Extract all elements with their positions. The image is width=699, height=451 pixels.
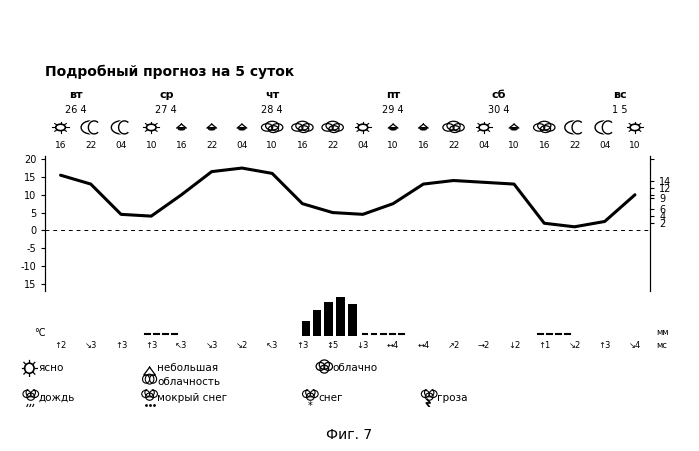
Text: 26 4: 26 4 xyxy=(65,106,87,115)
Text: 22: 22 xyxy=(206,141,217,150)
Text: вт: вт xyxy=(69,90,82,100)
Text: 22: 22 xyxy=(448,141,459,150)
Text: ↔4: ↔4 xyxy=(417,341,429,350)
Text: гроза: гроза xyxy=(437,392,468,403)
Text: сб: сб xyxy=(491,90,506,100)
Text: °C: °C xyxy=(34,328,45,338)
Text: 10: 10 xyxy=(387,141,399,150)
Text: 04: 04 xyxy=(357,141,368,150)
Text: ↑3: ↑3 xyxy=(145,341,157,350)
Text: 04: 04 xyxy=(115,141,127,150)
Bar xyxy=(348,304,356,336)
Text: ↘3: ↘3 xyxy=(85,341,97,350)
Text: небольшая: небольшая xyxy=(157,363,218,373)
Text: 22: 22 xyxy=(85,141,96,150)
Text: ↕5: ↕5 xyxy=(326,341,339,350)
Text: 27 4: 27 4 xyxy=(155,106,178,115)
Text: ↓3: ↓3 xyxy=(356,341,369,350)
Text: мс: мс xyxy=(656,341,667,350)
Text: вс: вс xyxy=(613,90,626,100)
Text: чт: чт xyxy=(265,90,280,100)
Text: пт: пт xyxy=(386,90,401,100)
Text: 22: 22 xyxy=(569,141,580,150)
Text: 22: 22 xyxy=(327,141,338,150)
Text: облачность: облачность xyxy=(157,377,220,387)
Text: дождь: дождь xyxy=(38,392,75,403)
Text: облачно: облачно xyxy=(332,363,377,373)
Text: ↑3: ↑3 xyxy=(296,341,308,350)
Bar xyxy=(324,302,333,336)
Text: ↗2: ↗2 xyxy=(447,341,460,350)
Text: ↑3: ↑3 xyxy=(598,341,611,350)
Text: 16: 16 xyxy=(417,141,429,150)
Text: ↔4: ↔4 xyxy=(387,341,399,350)
Text: снег: снег xyxy=(318,392,343,403)
Text: 30 4: 30 4 xyxy=(488,106,510,115)
Text: *: * xyxy=(308,400,312,411)
Text: ↘3: ↘3 xyxy=(206,341,218,350)
Text: ↘4: ↘4 xyxy=(629,341,641,350)
Text: 16: 16 xyxy=(175,141,187,150)
Text: ↖3: ↖3 xyxy=(175,341,187,350)
Text: 10: 10 xyxy=(266,141,278,150)
Text: ↓2: ↓2 xyxy=(508,341,520,350)
Bar xyxy=(303,322,310,336)
Text: 04: 04 xyxy=(236,141,247,150)
Text: 16: 16 xyxy=(538,141,550,150)
Text: 16: 16 xyxy=(296,141,308,150)
Text: ↑1: ↑1 xyxy=(538,341,550,350)
Text: ↑3: ↑3 xyxy=(115,341,127,350)
Text: 10: 10 xyxy=(145,141,157,150)
Text: 16: 16 xyxy=(55,141,66,150)
Text: 1 5: 1 5 xyxy=(612,106,628,115)
Text: ↘2: ↘2 xyxy=(568,341,581,350)
Bar xyxy=(313,310,321,336)
Text: 04: 04 xyxy=(478,141,489,150)
Text: Фиг. 7: Фиг. 7 xyxy=(326,428,373,442)
Text: 10: 10 xyxy=(508,141,520,150)
Text: мокрый снег: мокрый снег xyxy=(157,392,227,403)
Text: 04: 04 xyxy=(599,141,610,150)
Text: 10: 10 xyxy=(629,141,641,150)
Text: 29 4: 29 4 xyxy=(382,106,404,115)
Text: ↑2: ↑2 xyxy=(55,341,66,350)
Text: ↘2: ↘2 xyxy=(236,341,248,350)
Text: Подробный прогноз на 5 суток: Подробный прогноз на 5 суток xyxy=(45,64,295,79)
Text: 28 4: 28 4 xyxy=(261,106,283,115)
Text: ср: ср xyxy=(159,90,173,100)
Text: ясно: ясно xyxy=(38,363,64,373)
Text: ↖3: ↖3 xyxy=(266,341,278,350)
Bar xyxy=(336,297,345,336)
Text: мм: мм xyxy=(656,328,669,337)
Text: →2: →2 xyxy=(477,341,490,350)
